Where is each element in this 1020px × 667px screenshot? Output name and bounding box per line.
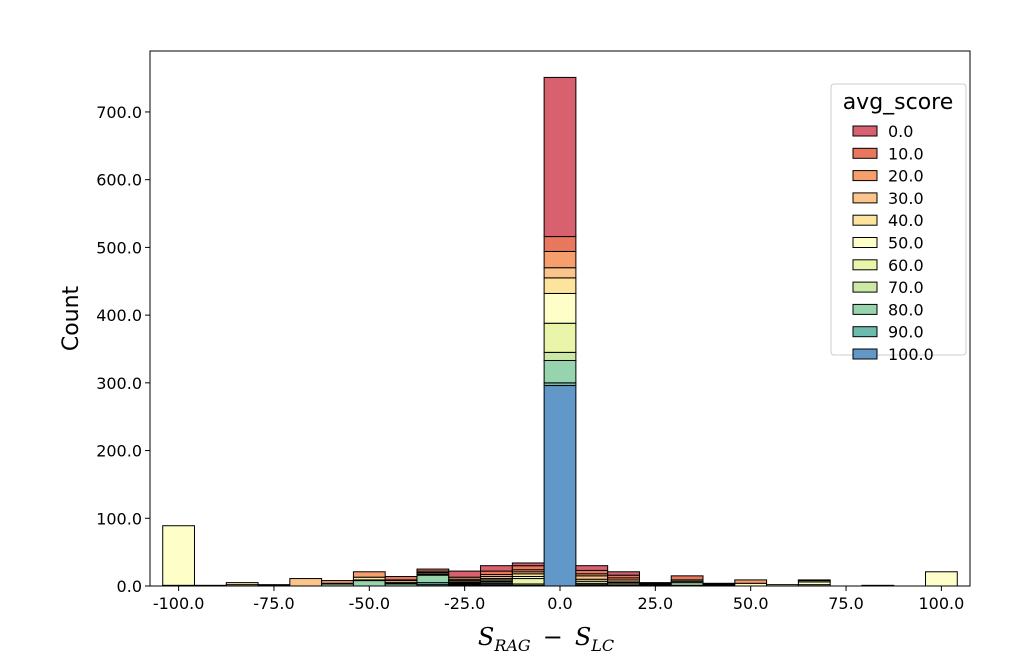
bar-segment-bin12-score40_0 [543, 277, 577, 294]
bar-segment-bin14-score0_0 [607, 571, 640, 576]
bar-segment-bin9-score0_0 [448, 570, 482, 578]
bar-segment-bin12-score30_0 [543, 267, 577, 279]
legend-swatch [852, 348, 878, 360]
bar-segment-bin13-score30_0 [575, 575, 609, 580]
legend-items: 0.0 10.0 20.0 30.0 40.0 50.0 60.0 70.0 80.0 90.0 1… [852, 122, 934, 364]
x-axis-title-sub-lc: LC [590, 636, 614, 655]
bar-segment-bin12-score70_0 [543, 351, 577, 361]
legend-label: 10.0 [888, 144, 924, 163]
x-axis-title-symbol: S [478, 623, 494, 651]
bar-segment-bin13-score0_0 [575, 565, 609, 571]
bar-segment-bin18-score20_0 [734, 579, 768, 584]
bar-segment-bin16-score10_0 [670, 575, 704, 581]
bar-segment-bin8-score10_0 [416, 568, 450, 572]
legend-label: 70.0 [888, 278, 924, 297]
bar-segment-bin12-score100_0 [543, 385, 577, 587]
x-tick-label: -100.0 [153, 594, 205, 613]
legend-swatch [852, 192, 878, 204]
legend-label: 50.0 [888, 234, 924, 253]
bars-layer [162, 76, 958, 587]
bar-segment-bin12-score10_0 [543, 236, 577, 252]
x-tick-label: -50.0 [349, 594, 390, 613]
y-tick-label: 500.0 [96, 238, 142, 257]
bar-segment-bin17-score20_0 [702, 582, 736, 585]
x-axis-title-symbol-2: S [575, 623, 591, 651]
y-tick-label: 400.0 [96, 306, 142, 325]
bar-segment-bin24-score50_0 [925, 571, 958, 587]
y-tick-label: 700.0 [96, 103, 142, 122]
legend-swatch [852, 147, 878, 159]
legend-label: 40.0 [888, 211, 924, 230]
bar-segment-bin12-score0_0 [543, 76, 577, 238]
bar-segment-bin11-score60_0 [511, 578, 545, 585]
x-axis-title: SRAG − SLC [478, 623, 614, 655]
bar-segment-bin10-score10_0 [480, 570, 513, 575]
legend-swatch [852, 326, 878, 338]
y-axis-title: Count [59, 285, 84, 351]
legend-title: avg_score [843, 90, 954, 115]
x-tick-label: 50.0 [733, 594, 769, 613]
legend-swatch [852, 125, 878, 137]
y-axis: 0.0 100.0 200.0 300.0 400.0 500.0 600.0 700.0 [96, 103, 150, 596]
legend-swatch [852, 214, 878, 226]
bar-segment-bin12-score80_0 [543, 359, 577, 384]
bar-segment-bin15-score0_0 [638, 582, 672, 584]
bar-segment-bin7-score10_0 [384, 576, 418, 581]
legend-swatch [852, 237, 878, 248]
bar-segment-bin4-score30_0 [289, 578, 323, 587]
x-tick-label: 75.0 [828, 594, 864, 613]
bar-segment-bin12-score50_0 [543, 292, 577, 324]
y-tick-label: 300.0 [96, 374, 142, 393]
bar-segment-bin12-score60_0 [543, 322, 577, 353]
legend-label: 0.0 [888, 122, 913, 141]
legend-label: 80.0 [888, 300, 924, 319]
bar-segment-bin20-score30_0 [797, 579, 831, 582]
legend-label: 30.0 [888, 189, 924, 208]
x-tick-label: -25.0 [444, 594, 485, 613]
y-tick-label: 0.0 [117, 577, 142, 596]
legend-swatch [852, 259, 878, 271]
legend-swatch [852, 170, 878, 182]
legend: avg_score 0.0 10.0 20.0 30.0 40.0 50.0 60.0 70.… [830, 83, 967, 364]
x-tick-label: 0.0 [547, 594, 572, 613]
bar-segment-bin0-score50_0 [162, 525, 195, 586]
legend-label: 60.0 [888, 256, 924, 275]
bar-segment-bin5-score20_0 [321, 580, 354, 584]
bar-segment-bin13-score10_0 [575, 569, 609, 575]
x-tick-label: -75.0 [253, 594, 294, 613]
x-axis: -100.0 -75.0 -50.0 -25.0 0.0 25.0 50.0 75.0 100.… [153, 586, 964, 613]
legend-label: 20.0 [888, 167, 924, 186]
bar-segment-bin3-score40_0 [257, 584, 291, 586]
legend-label: 100.0 [888, 345, 934, 364]
legend-swatch [852, 303, 878, 315]
x-axis-title-sub-rag: RAG [493, 636, 531, 655]
y-tick-label: 600.0 [96, 171, 142, 190]
bar-segment-bin6-score20_0 [352, 571, 386, 578]
legend-label: 90.0 [888, 323, 924, 342]
x-tick-label: 100.0 [918, 594, 964, 613]
y-tick-label: 100.0 [96, 509, 142, 528]
y-tick-label: 200.0 [96, 442, 142, 461]
x-axis-title-minus: − [543, 623, 563, 651]
bar-segment-bin10-score0_0 [480, 565, 513, 572]
bar-segment-bin11-score0_0 [511, 562, 545, 567]
x-tick-label: 25.0 [638, 594, 674, 613]
legend-swatch [852, 281, 878, 293]
bar-segment-bin6-score80_0 [352, 580, 386, 587]
bar-segment-bin12-score20_0 [543, 250, 577, 269]
bar-segment-bin11-score10_0 [511, 565, 545, 571]
bar-segment-bin8-score80_0 [416, 574, 450, 584]
bar-segment-bin2-score40_0 [225, 582, 259, 586]
